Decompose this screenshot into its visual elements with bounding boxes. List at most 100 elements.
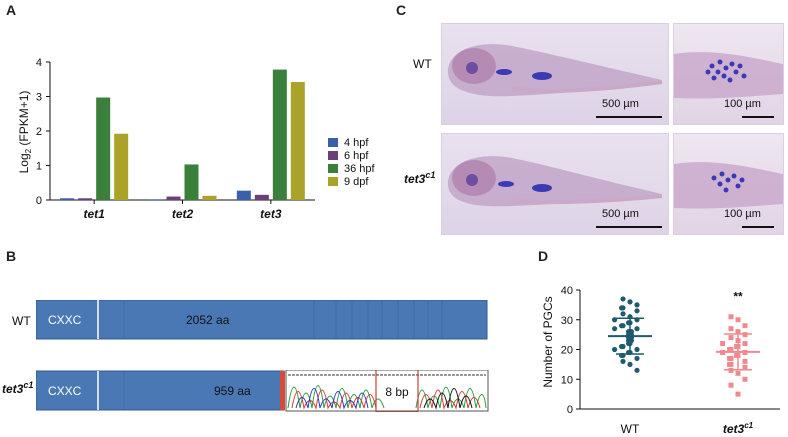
legend-swatch [328, 164, 338, 173]
scale-label-tet3c1-whole: 500 µm [602, 208, 639, 220]
y-tick-label: 2 [36, 126, 42, 138]
bar-tet1-4-hpf [60, 198, 75, 200]
data-point-wt [612, 346, 618, 353]
length-label-tet3c1: 959 aa [214, 384, 251, 398]
data-point-wt [620, 296, 626, 302]
x-category-label: WT [621, 422, 640, 436]
x-tick-label: tet2 [172, 207, 194, 221]
data-point-wt [627, 299, 633, 305]
panel-letter-c: C [396, 2, 407, 18]
bar-tet3-36-hpf [272, 69, 287, 200]
bar-tet1-9-dpf [114, 133, 129, 200]
data-point-tet3c1 [728, 382, 734, 388]
legend-label: 36 hpf [344, 163, 376, 175]
embryo-illustration-wt [448, 44, 663, 97]
x-tick-label: tet3 [260, 207, 282, 221]
domain-label-tet3c1: CXXC [48, 384, 82, 398]
y-tick-label: 0 [36, 195, 42, 207]
data-point-tet3c1 [734, 344, 740, 350]
photo-tet3c1-zoom: 100 µm [673, 133, 784, 235]
data-point-wt [634, 308, 640, 314]
row-label-wt: WT [413, 57, 432, 71]
data-point-tet3c1 [728, 326, 734, 332]
data-point-wt [619, 343, 625, 350]
data-point-tet3c1 [728, 314, 734, 320]
data-point-tet3c1 [728, 335, 734, 341]
bar-tet3-4-hpf [236, 190, 251, 200]
y-tick-label: 20 [561, 345, 573, 357]
legend-swatch [328, 177, 338, 186]
data-point-wt [634, 346, 640, 353]
scale-bar-tet3c1-zoom [742, 226, 774, 228]
domain-label-wt: CXXC [48, 313, 82, 327]
dot-plot-ticks: 0 10 20 30 40 [561, 285, 580, 416]
data-point-tet3c1 [720, 341, 726, 347]
photo-wt-whole-embryo: 500 µm [441, 23, 669, 125]
x-tick-label: tet1 [83, 207, 105, 221]
dot-plot-pgc-count: 0 10 20 30 40 WT tet3c1 Number of PGCs ** [541, 285, 780, 436]
dot-plot-y-axis-label: Number of PGCs [541, 296, 555, 387]
y-tick-label: 30 [561, 315, 573, 327]
schematic-label-tet3c1: tet3c1 [2, 380, 34, 396]
bar-tet1-6-hpf [78, 198, 93, 200]
dot-plot-axes [579, 290, 780, 410]
data-point-wt [634, 355, 640, 362]
legend-label: 6 hpf [344, 150, 369, 162]
bar-tet2-4-hpf [148, 199, 163, 200]
bar-tet1-36-hpf [96, 97, 111, 200]
legend-label: 4 hpf [344, 137, 369, 149]
y-tick-label: 40 [561, 285, 573, 297]
zoom-illustration-tet3c1 [674, 162, 783, 209]
dot-plot-points [612, 296, 748, 397]
panel-letter-a: A [6, 2, 17, 18]
y-tick-label: 4 [36, 57, 42, 69]
protein-bar-wt: CXXC 2052 aa [36, 300, 488, 340]
protein-bar-tet3c1: CXXC 959 aa 8 bp [36, 370, 489, 412]
y-tick-label: 3 [36, 92, 42, 104]
length-label-wt: 2052 aa [186, 313, 230, 327]
data-point-tet3c1 [735, 370, 741, 376]
data-point-wt [634, 326, 640, 332]
deletion-highlight-box [375, 370, 419, 412]
data-point-tet3c1 [727, 347, 733, 352]
data-point-tet3c1 [735, 317, 741, 323]
schematic-label-wt: WT [12, 314, 31, 328]
y-tick-label: 1 [36, 161, 42, 173]
embryo-illustration-tet3c1 [448, 156, 663, 207]
row-label-tet3c1: tet3c1 [404, 170, 436, 186]
bar-tet2-9-dpf [202, 195, 217, 200]
scale-bar-tet3c1-whole [596, 226, 662, 228]
scale-bar-wt-whole [596, 116, 662, 118]
zoom-illustration-wt [674, 52, 783, 99]
scale-bar-wt-zoom [742, 116, 774, 118]
dot-plot-x-labels: WT tet3c1 [621, 421, 754, 436]
panel-letter-d: D [538, 248, 549, 264]
data-point-tet3c1 [742, 341, 748, 347]
bar-chart-y-axis-label: Log2 (FPKM+1) [17, 91, 33, 174]
photo-wt-zoom: 100 µm [673, 23, 784, 125]
significance-marker: ** [733, 289, 743, 303]
data-point-wt [634, 367, 640, 373]
photo-tet3c1-whole-embryo: 500 µm [441, 133, 669, 235]
data-point-tet3c1 [742, 376, 748, 382]
y-tick-label: 10 [561, 374, 573, 386]
data-point-tet3c1 [742, 364, 748, 370]
y-tick-label: 0 [567, 404, 573, 416]
data-point-wt [620, 358, 626, 364]
data-point-tet3c1 [735, 329, 741, 335]
legend-label: 9 dpf [344, 176, 369, 188]
deletion-label: 8 bp [385, 385, 409, 399]
sequencing-chromatogram: 8 bp [285, 370, 489, 412]
data-point-tet3c1 [742, 323, 748, 329]
legend-swatch [328, 138, 338, 147]
legend-swatch [328, 151, 338, 160]
data-point-tet3c1 [734, 352, 740, 358]
bar-tet2-36-hpf [184, 164, 199, 200]
data-point-tet3c1 [727, 355, 733, 361]
data-point-tet3c1 [735, 391, 741, 397]
bar-chart-ticks: 0 1 2 3 4 tet1 tet2 tet3 [36, 57, 282, 221]
data-point-wt [619, 323, 625, 329]
data-point-wt [620, 311, 626, 317]
